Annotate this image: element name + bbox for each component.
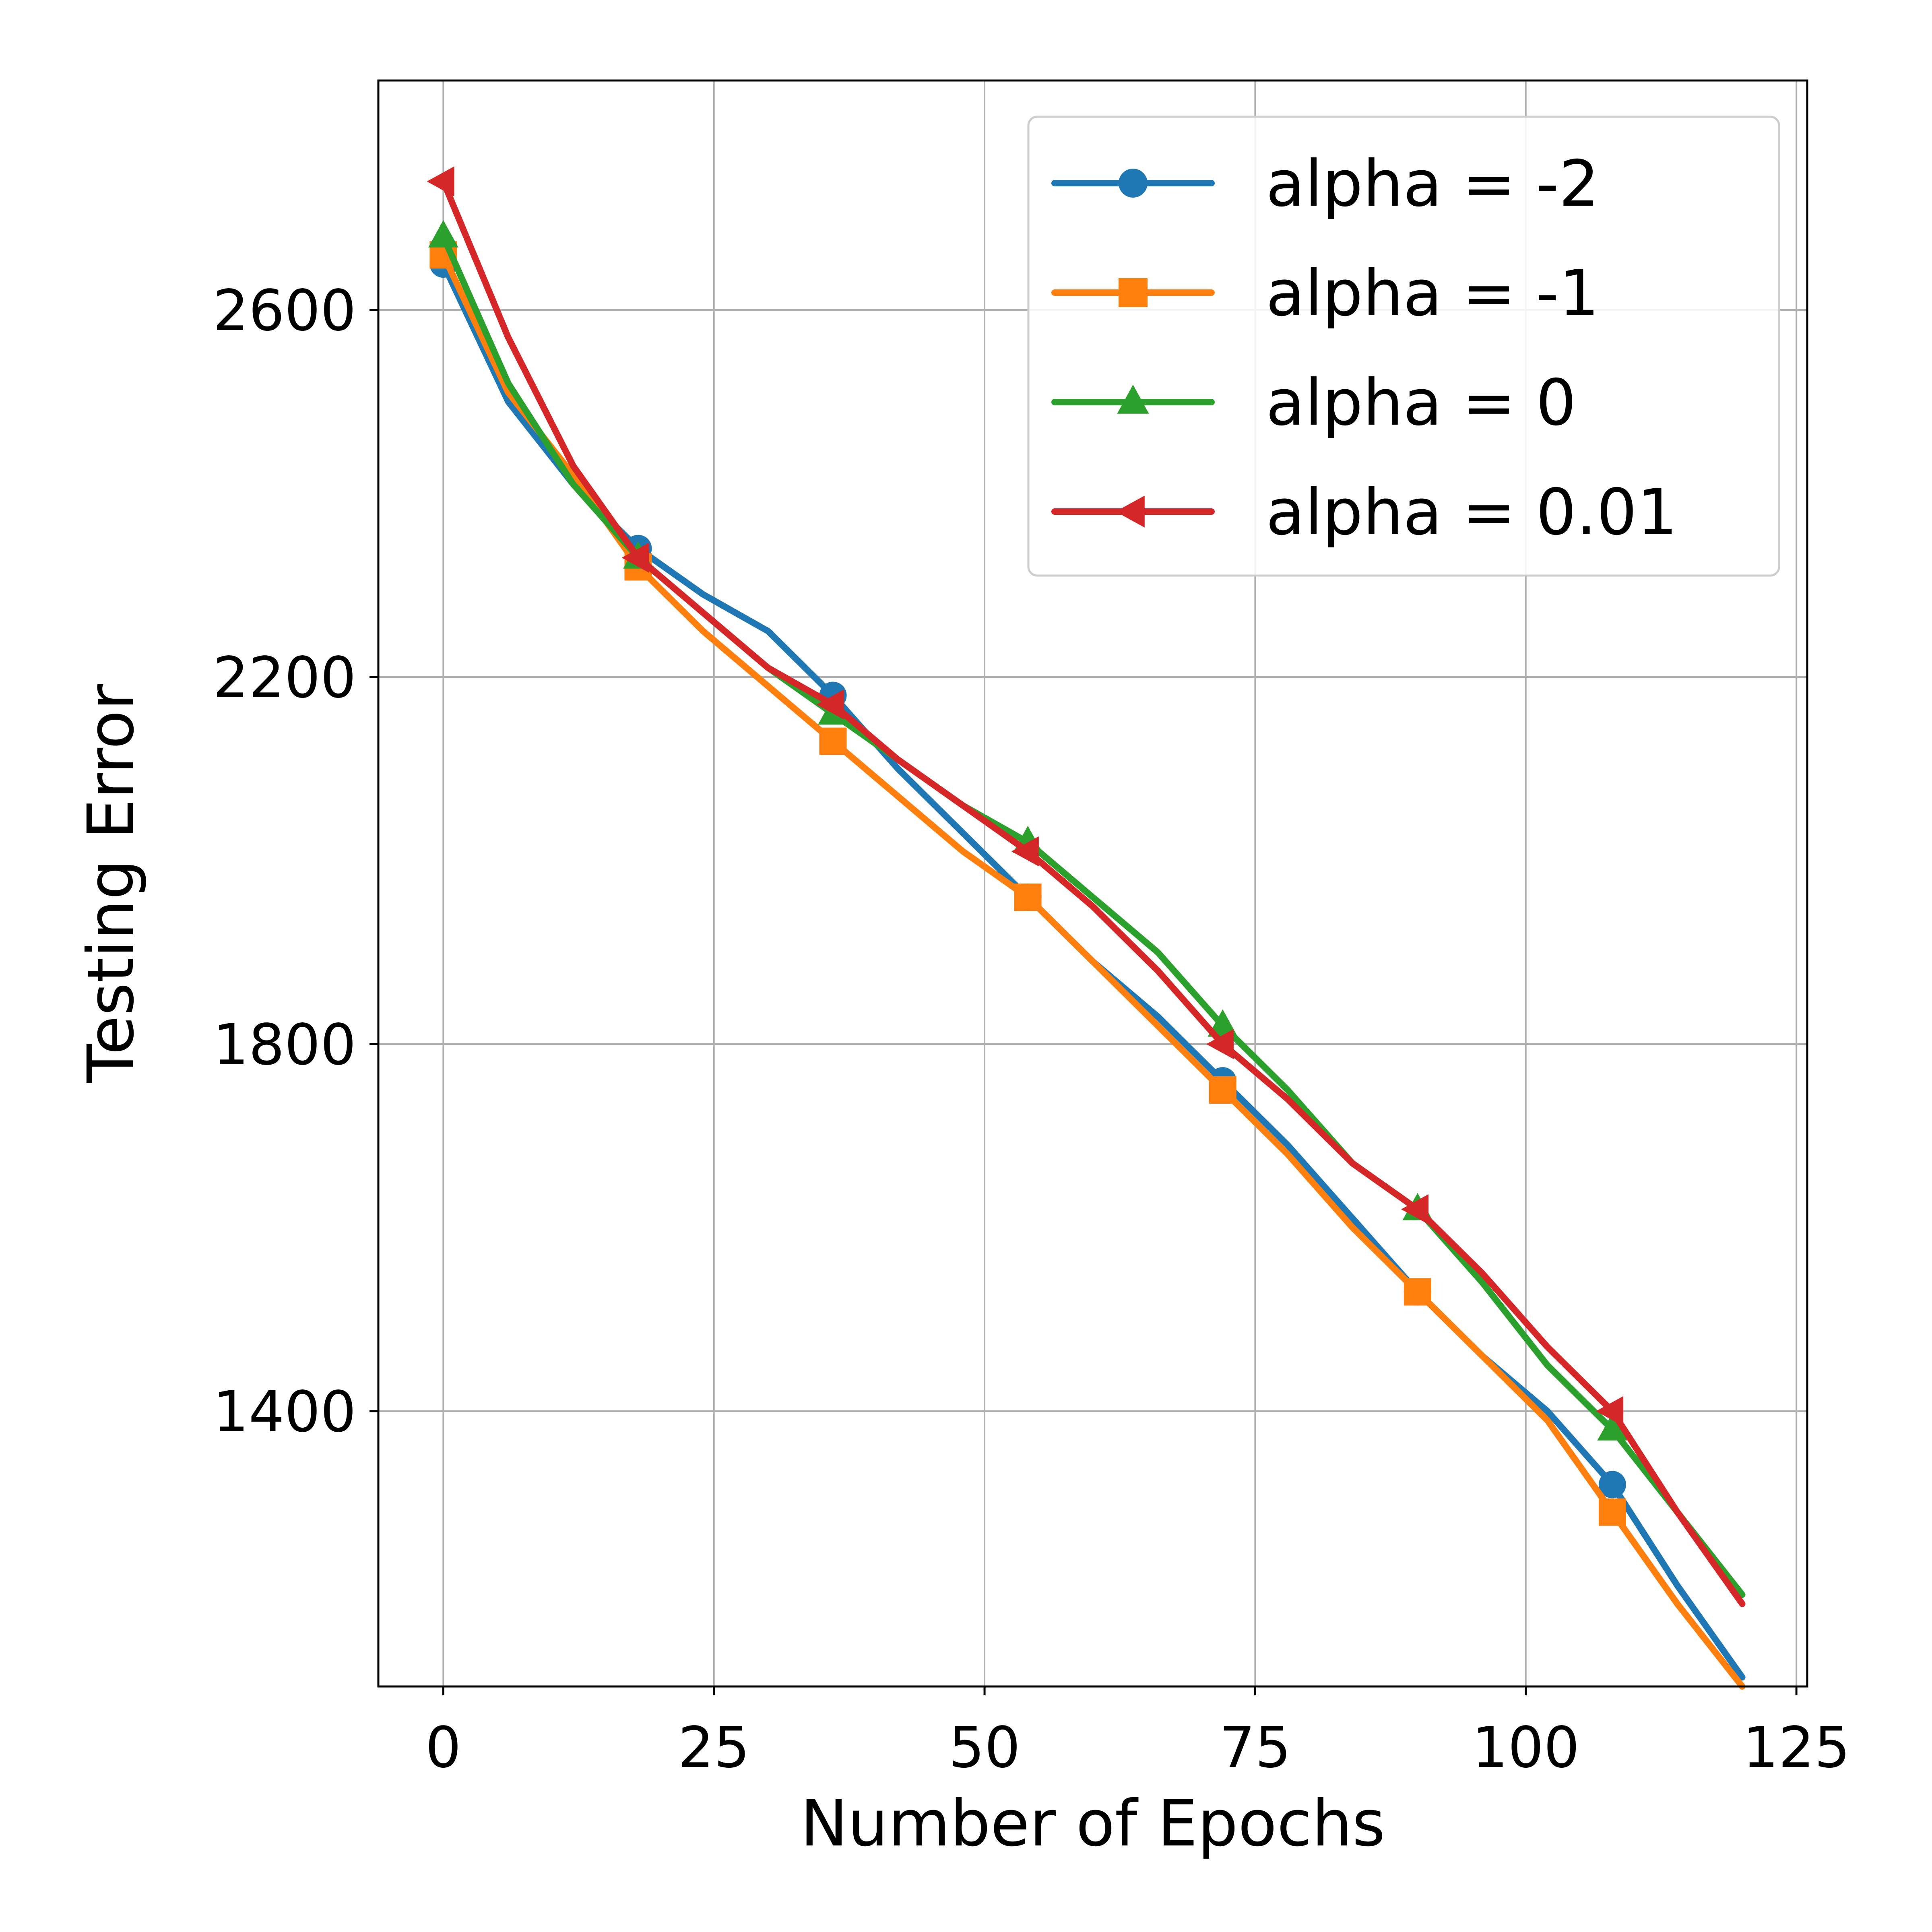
x-tick-label: 125 [1742, 1715, 1850, 1781]
data-point-marker [1206, 1029, 1234, 1059]
data-point-marker [1014, 883, 1042, 911]
data-point-marker [816, 689, 844, 720]
data-point-marker [1404, 1278, 1431, 1306]
plot-frame [377, 79, 1808, 1688]
legend-box [1027, 116, 1780, 577]
y-tick-label: 1400 [213, 1379, 356, 1445]
data-point-marker [1209, 1076, 1236, 1104]
x-tick-label: 25 [678, 1715, 750, 1781]
data-point-marker [1598, 1471, 1626, 1499]
x-tick-label: 0 [425, 1715, 461, 1781]
legend: alpha = -2 alpha = -1 alpha = 0 alpha = 0.0… [1027, 116, 1780, 577]
legend-marker [1115, 495, 1145, 528]
axis-ticks: 0 25 50 75 100 125 1400 1800 2200 2600 [213, 278, 1850, 1781]
legend-label: alpha = 0 [1266, 366, 1576, 440]
data-point-marker [1596, 1396, 1624, 1426]
y-tick-label: 1800 [213, 1012, 356, 1078]
data-point-marker [428, 220, 458, 248]
x-tick-label: 50 [949, 1715, 1020, 1781]
legend-label: alpha = -1 [1266, 256, 1599, 330]
data-point-marker [427, 166, 454, 197]
x-tick-label: 75 [1219, 1715, 1291, 1781]
y-tick-label: 2600 [213, 278, 356, 344]
x-tick-label: 100 [1472, 1715, 1579, 1781]
data-point-marker [1598, 1498, 1626, 1526]
series-group [427, 166, 1746, 1607]
legend-marker [1119, 169, 1148, 198]
x-axis-title: Number of Epochs [800, 1787, 1385, 1861]
series-line [440, 252, 1746, 1690]
legend-marker [1117, 384, 1149, 414]
legend-label: alpha = -2 [1266, 147, 1599, 221]
y-axis-title: Testing Error [74, 684, 148, 1084]
series-line [440, 178, 1746, 1607]
y-tick-label: 2200 [213, 645, 356, 711]
legend-label: alpha = 0.01 [1266, 475, 1678, 549]
data-point-marker [1011, 836, 1039, 867]
data-point-marker [621, 543, 649, 573]
legend-marker [1119, 278, 1148, 307]
data-point-marker [1597, 1413, 1628, 1441]
data-point-marker [1401, 1194, 1429, 1224]
series-lines [427, 166, 1746, 1690]
data-point-marker [819, 727, 847, 755]
data-point-marker [1208, 1009, 1238, 1037]
